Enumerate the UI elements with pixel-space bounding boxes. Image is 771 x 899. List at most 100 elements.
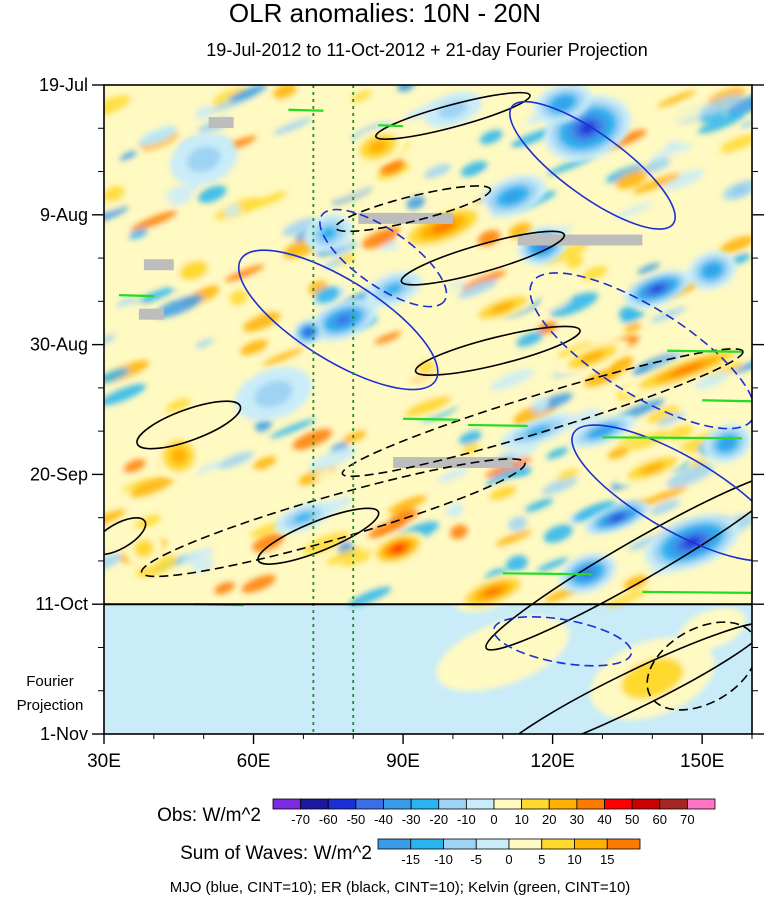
texture-cell (508, 516, 528, 532)
texture-cell (292, 428, 333, 450)
obs-colorbar-tick-label: -20 (429, 812, 448, 827)
obs-colorbar-box (659, 798, 688, 810)
obs-colorbar-box (465, 798, 495, 810)
texture-cell (374, 331, 402, 345)
texture-cell (541, 476, 578, 495)
texture-cell (130, 475, 176, 498)
waves-colorbar-box (508, 838, 543, 850)
obs-colorbar-box (576, 798, 605, 810)
texture-cell (216, 451, 254, 470)
texture-cell (104, 193, 135, 212)
texture-cell (663, 169, 705, 190)
missing-data-cell (138, 308, 164, 320)
texture-cell (253, 456, 277, 470)
er-contour (136, 400, 242, 450)
texture-cell (296, 350, 343, 372)
kelvin-contour (502, 572, 593, 576)
texture-cell (549, 292, 598, 317)
obs-colorbar-tick-label: -10 (457, 812, 476, 827)
obs-colorbar-tick-label: 0 (490, 812, 497, 827)
texture-cell (656, 90, 697, 108)
kelvin-contour (288, 108, 324, 112)
texture-cell (609, 356, 634, 373)
texture-cell (637, 262, 661, 274)
texture-cell (104, 95, 131, 118)
texture-cell (155, 294, 203, 318)
anomaly-blob (336, 315, 350, 325)
waves-colorbar-box (410, 838, 444, 850)
anomaly-blob (490, 301, 516, 314)
obs-colorbar-box (355, 798, 384, 810)
waves-colorbar-box (606, 838, 641, 850)
texture-cell (269, 418, 316, 439)
texture-cell (536, 557, 569, 572)
anomaly-blob (305, 330, 311, 335)
obs-colorbar-tick-label: -70 (291, 812, 310, 827)
texture-cell (136, 555, 178, 578)
texture-cell (351, 90, 372, 102)
x-tick-label: 30E (87, 751, 121, 772)
texture-cell (722, 179, 752, 201)
texture-cell (656, 412, 685, 427)
anomaly-blob (483, 586, 503, 597)
texture-cell (510, 128, 554, 148)
texture-cell (726, 93, 752, 116)
kelvin-contour (403, 417, 458, 421)
anomaly-blob (293, 512, 313, 523)
obs-colorbar-box (493, 798, 523, 810)
obs-colorbar-box (521, 798, 550, 810)
texture-cell (647, 406, 680, 424)
missing-data-cell (517, 234, 643, 246)
kelvin-contour (702, 399, 752, 403)
obs-colorbar-box (631, 798, 661, 810)
er-contour (341, 348, 744, 478)
mjo-contour (571, 424, 752, 562)
x-tick-label: 60E (237, 751, 271, 772)
texture-cell (543, 524, 573, 543)
anomaly-blob (368, 140, 388, 154)
texture-cell (720, 134, 752, 153)
anomaly-blob (706, 265, 719, 276)
texture-cell (240, 339, 268, 355)
texture-cell (446, 503, 464, 517)
obs-colorbar-tick-label: 60 (653, 812, 667, 827)
waves-colorbar-tick-label: 15 (600, 852, 614, 867)
texture-cell (448, 281, 466, 291)
texture-cell (524, 498, 554, 512)
texture-cell (198, 185, 227, 203)
texture-cell (733, 359, 752, 374)
contour-legend: MJO (blue, CINT=10); ER (black, CINT=10)… (170, 879, 631, 896)
texture-cell (329, 241, 358, 257)
texture-cell (302, 531, 350, 555)
anomaly-blob (392, 545, 404, 553)
kelvin-contour (467, 423, 528, 428)
texture-cell (406, 195, 425, 210)
waves-colorbar-box (377, 838, 412, 850)
obs-colorbar-box (686, 798, 716, 810)
texture-cell (623, 575, 648, 590)
y-tick-label: 20-Sep (30, 464, 88, 484)
texture-cell (454, 85, 486, 96)
anomaly-blob (431, 221, 455, 234)
obs-colorbar-tick-label: -60 (319, 812, 338, 827)
chart-subtitle: 19-Jul-2012 to 11-Oct-2012 + 21-day Four… (206, 40, 647, 60)
texture-cell (566, 254, 584, 269)
texture-cell (699, 108, 727, 123)
anomaly-blob (579, 350, 606, 363)
anomaly-blob (133, 539, 154, 558)
texture-cell (104, 509, 126, 529)
texture-cell (643, 485, 688, 505)
waves-colorbar-box (443, 838, 477, 850)
texture-cell (516, 331, 544, 347)
er-contour (257, 507, 380, 565)
texture-cell (292, 308, 309, 325)
obs-colorbar-tick-label: 50 (625, 812, 639, 827)
texture-cell (104, 205, 129, 223)
texture-cell (130, 210, 178, 232)
projection-label-line1: Fourier (26, 673, 74, 690)
texture-cell (643, 158, 671, 173)
missing-data-layer (138, 117, 643, 469)
obs-colorbar-box (300, 798, 329, 810)
texture-cell (607, 446, 630, 460)
